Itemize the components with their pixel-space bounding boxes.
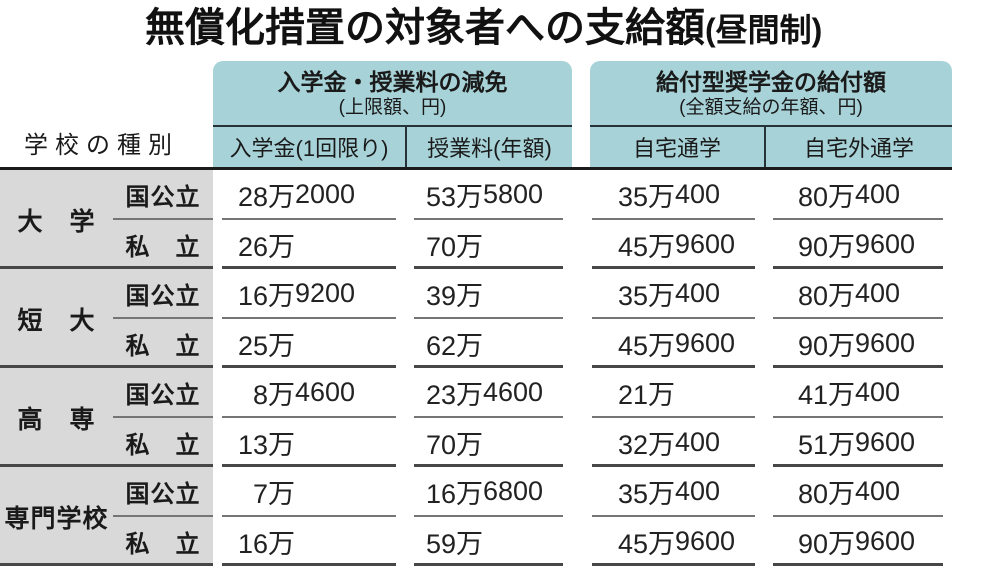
row-type-label: 私 立 [113, 318, 213, 368]
fee-reduction-group-subtitle: (上限額、円) [338, 97, 447, 119]
value-cell: 45万 9600 [572, 516, 764, 566]
value-cell: 80万 400 [764, 170, 952, 220]
row-type-label: 国公立 [113, 467, 213, 517]
page-title-main: 無償化措置の対象者への支給額 [145, 6, 705, 50]
column-header-commute-from-home: 自宅通学 [632, 136, 721, 161]
value-cell: 26万 [213, 219, 405, 269]
value-cell: 8万 4600 [213, 368, 405, 418]
value-cell: 23万 4600 [405, 368, 572, 418]
row-type-label: 私 立 [113, 219, 213, 269]
value-cell: 45万 9600 [572, 318, 764, 368]
value-cell: 32万 400 [572, 417, 764, 467]
value-cell: 90万 9600 [764, 219, 952, 269]
value-cell: 51万 9600 [764, 417, 952, 467]
value-cell: 35万 400 [572, 467, 764, 517]
value-cell: 28万 2000 [213, 170, 405, 220]
page-title: 無償化措置の対象者への支給額(昼間制) [145, 7, 1000, 49]
value-cell: 21万 [572, 368, 764, 418]
school-type-header: 学校の種別 [24, 132, 179, 159]
group-label: 専門学校 [0, 467, 113, 566]
value-cell: 16万 6800 [405, 467, 572, 517]
value-cell: 16万 9200 [213, 269, 405, 319]
scholarship-subheaders: 自宅通学 自宅外通学 [590, 127, 952, 167]
value-cell: 45万 9600 [572, 219, 764, 269]
scholarship-group-head: 給付型奨学金の給付額 (全額支給の年額、円) [590, 61, 952, 127]
value-cell: 41万 400 [764, 368, 952, 418]
value-cell: 16万 [213, 516, 405, 566]
value-cell: 70万 [405, 219, 572, 269]
value-cell: 35万 400 [572, 269, 764, 319]
value-cell: 90万 9600 [764, 318, 952, 368]
fee-reduction-group-head: 入学金・授業料の減免 (上限額、円) [213, 61, 572, 127]
group-label: 高 専 [0, 368, 113, 467]
table-body: 大 学国公立 28万 2000 53万 5800 35万 400 80万 400 私 立 26万 70… [0, 170, 952, 566]
fee-reduction-group-title: 入学金・授業料の減免 [277, 68, 508, 95]
subsidy-table: 学校の種別 入学金・授業料の減免 (上限額、円) 入学金(1回限り) 授業料(年… [0, 61, 952, 566]
value-cell: 25万 [213, 318, 405, 368]
value-cell: 90万 9600 [764, 516, 952, 566]
row-type-label: 国公立 [113, 170, 213, 220]
page-title-paren: (昼間制) [705, 12, 823, 48]
column-header-admission-fee: 入学金(1回限り) [229, 136, 389, 161]
value-cell: 80万 400 [764, 269, 952, 319]
column-header-commute-away-from-home: 自宅外通学 [764, 127, 952, 167]
value-cell: 62万 [405, 318, 572, 368]
value-cell: 13万 [213, 417, 405, 467]
column-header-tuition: 授業料(年額) [405, 127, 572, 167]
table-header: 学校の種別 入学金・授業料の減免 (上限額、円) 入学金(1回限り) 授業料(年… [0, 61, 952, 170]
value-cell: 35万 400 [572, 170, 764, 220]
value-cell: 53万 5800 [405, 170, 572, 220]
value-cell: 70万 [405, 417, 572, 467]
value-cell: 7万 [213, 467, 405, 517]
scholarship-group-title: 給付型奨学金の給付額 [656, 68, 886, 95]
header-gap [572, 61, 590, 167]
scholarship-group-subtitle: (全額支給の年額、円) [679, 97, 863, 119]
fee-reduction-column-group: 入学金・授業料の減免 (上限額、円) 入学金(1回限り) 授業料(年額) [213, 61, 572, 167]
group-label: 大 学 [0, 170, 113, 269]
row-type-label: 私 立 [113, 516, 213, 566]
group-label: 短 大 [0, 269, 113, 368]
fee-reduction-subheaders: 入学金(1回限り) 授業料(年額) [213, 127, 572, 167]
row-type-label: 国公立 [113, 368, 213, 418]
value-cell: 39万 [405, 269, 572, 319]
value-cell: 59万 [405, 516, 572, 566]
row-type-label: 私 立 [113, 417, 213, 467]
row-type-label: 国公立 [113, 269, 213, 319]
scholarship-column-group: 給付型奨学金の給付額 (全額支給の年額、円) 自宅通学 自宅外通学 [590, 61, 952, 167]
value-cell: 80万 400 [764, 467, 952, 517]
